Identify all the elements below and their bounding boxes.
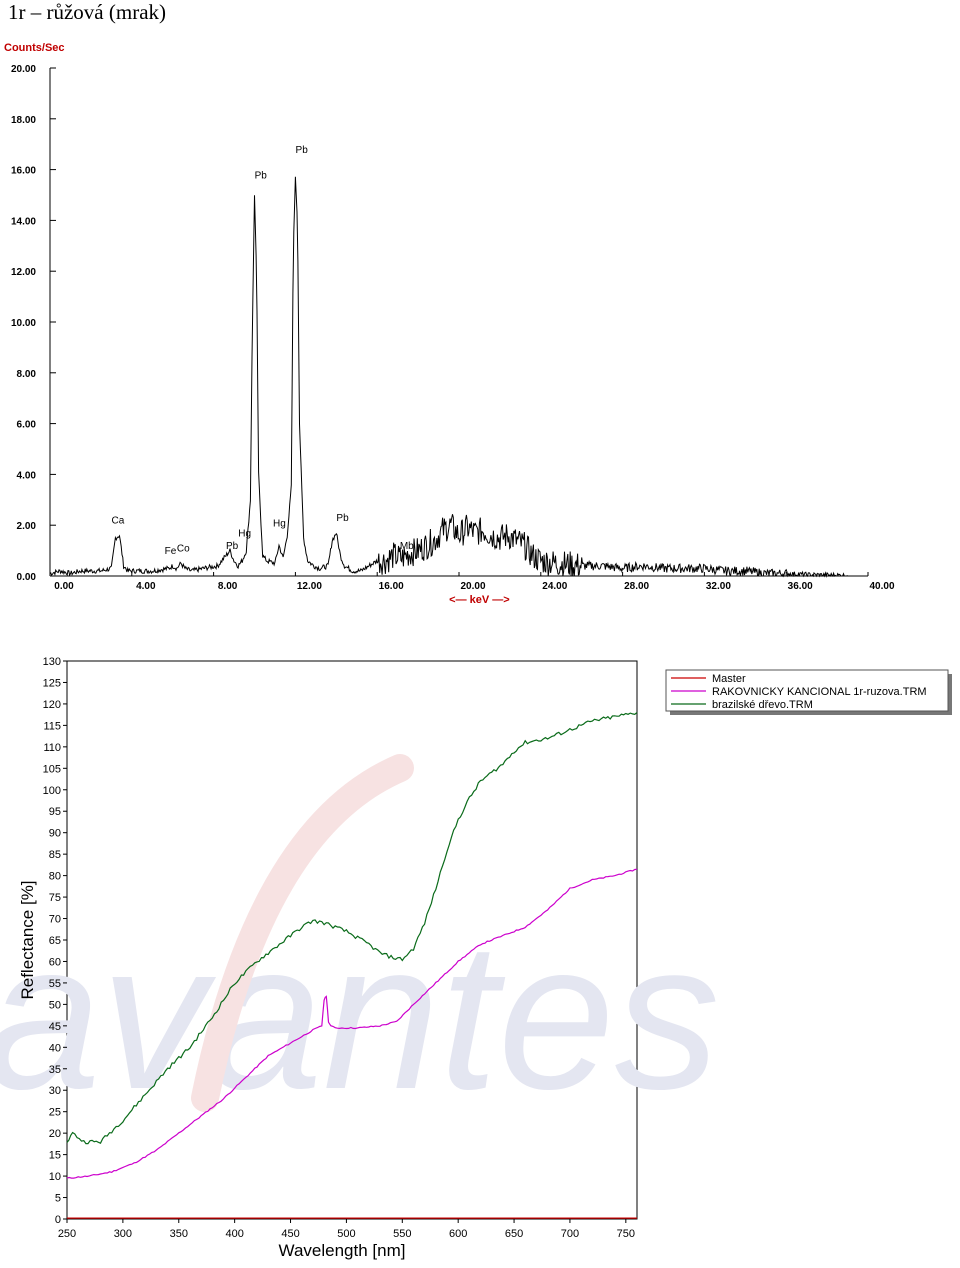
peak-label: Pb <box>336 513 349 524</box>
y-tick-label: 30 <box>49 1085 61 1097</box>
peak-label: Pb <box>255 170 268 181</box>
x-tick-label: 32.00 <box>706 581 731 592</box>
y-tick-label: 75 <box>49 892 61 904</box>
y-tick-label: 115 <box>43 720 61 732</box>
y-tick-label: 95 <box>49 806 61 818</box>
peak-label: Mb <box>400 541 414 552</box>
reflectance-chart: avantes 0 5 10 15 20 25 30 35 40 45 50 55 60 65 70 75 80 8… <box>0 656 952 1260</box>
x-tick-label: 28.00 <box>624 581 649 592</box>
x-tick-label: 350 <box>170 1228 188 1240</box>
x-tick-label: 750 <box>617 1228 635 1240</box>
xrf-spectrum-chart: 0.00 2.00 4.00 6.00 8.00 10.00 12.00 14.00 16.00… <box>4 42 895 606</box>
y-tick-label: 10 <box>49 1171 61 1183</box>
y-tick-label: 25 <box>49 1107 61 1119</box>
peak-label: Pb <box>226 541 239 552</box>
x-axis-label: <— keV —> <box>449 594 510 606</box>
y-tick-label: 0 <box>55 1214 61 1226</box>
y-tick-label: 50 <box>49 999 61 1011</box>
y-tick-label: 0.00 <box>17 572 37 583</box>
peak-label: Pb <box>296 145 309 156</box>
y-tick-label: 40 <box>49 1042 61 1054</box>
page-title: 1r – růžová (mrak) <box>8 0 167 24</box>
y-tick-label: 4.00 <box>17 470 37 481</box>
x-tick-label: 400 <box>225 1228 243 1240</box>
x-tick-label: 4.00 <box>136 581 156 592</box>
y-tick-label: 15 <box>49 1150 61 1162</box>
y-tick-label: 85 <box>49 849 61 861</box>
y-tick-label: 35 <box>49 1064 61 1076</box>
y-tick-label: 80 <box>49 871 61 883</box>
y-axis-label: Counts/Sec <box>4 42 65 54</box>
peak-label: Hg <box>238 528 251 539</box>
legend-label: brazilské dřevo.TRM <box>712 699 813 711</box>
y-tick-label: 60 <box>49 956 61 968</box>
spectrum-line <box>49 176 848 578</box>
y-tick-label: 12.00 <box>11 267 36 278</box>
y-tick-label: 100 <box>43 785 61 797</box>
x-tick-label: 24.00 <box>542 581 567 592</box>
x-tick-label: 650 <box>505 1228 523 1240</box>
y-tick-label: 20 <box>49 1128 61 1140</box>
legend-box <box>665 669 949 712</box>
y-tick-label: 55 <box>49 978 61 990</box>
y-tick-label: 6.00 <box>17 420 37 431</box>
peak-label: Fe <box>165 546 177 557</box>
x-tick-label: 40.00 <box>869 581 894 592</box>
y-tick-label: 2.00 <box>17 521 37 532</box>
y-tick-label: 16.00 <box>11 166 36 177</box>
legend-label: Master <box>712 673 746 685</box>
x-tick-label: 700 <box>561 1228 579 1240</box>
y-tick-label: 90 <box>49 828 61 840</box>
x-tick-label: 500 <box>337 1228 355 1240</box>
x-tick-label: 36.00 <box>788 581 813 592</box>
y-tick-label: 120 <box>43 699 61 711</box>
legend-label: RAKOVNICKY KANCIONAL 1r-ruzova.TRM <box>712 686 927 698</box>
x-tick-label: 20.00 <box>460 581 485 592</box>
x-tick-label: 0.00 <box>54 581 74 592</box>
x-tick-label: 300 <box>114 1228 132 1240</box>
plot-area <box>66 660 638 1220</box>
y-tick-label: 125 <box>43 677 61 689</box>
x-tick-label: 250 <box>58 1228 76 1240</box>
series-line-2 <box>66 868 638 1179</box>
x-axis-label: Wavelength [nm] <box>279 1241 406 1260</box>
series-line-3 <box>66 712 638 1145</box>
x-tick-label: 8.00 <box>218 581 238 592</box>
watermark-text: avantes <box>0 898 720 1133</box>
y-tick-label: 18.00 <box>11 115 36 126</box>
watermark-swoosh <box>191 754 414 1112</box>
y-tick-label: 45 <box>49 1021 61 1033</box>
peak-label: Co <box>177 544 190 555</box>
x-tick-label: 550 <box>393 1228 411 1240</box>
y-axis-label: Reflectance [%] <box>18 880 37 999</box>
y-tick-label: 10.00 <box>11 318 36 329</box>
y-tick-label: 5 <box>55 1193 61 1205</box>
y-tick-label: 65 <box>49 935 61 947</box>
y-tick-label: 105 <box>43 763 61 775</box>
peak-label: Hg <box>273 518 286 529</box>
x-tick-label: 12.00 <box>297 581 322 592</box>
y-tick-label: 14.00 <box>11 216 36 227</box>
y-tick-label: 8.00 <box>17 369 37 380</box>
y-tick-label: 130 <box>43 656 61 668</box>
x-tick-label: 450 <box>281 1228 299 1240</box>
x-tick-label: 16.00 <box>379 581 404 592</box>
y-tick-label: 20.00 <box>11 64 36 75</box>
peak-label: Ca <box>111 516 124 527</box>
y-tick-label: 110 <box>43 742 61 754</box>
x-tick-label: 600 <box>449 1228 467 1240</box>
y-tick-label: 70 <box>49 914 61 926</box>
